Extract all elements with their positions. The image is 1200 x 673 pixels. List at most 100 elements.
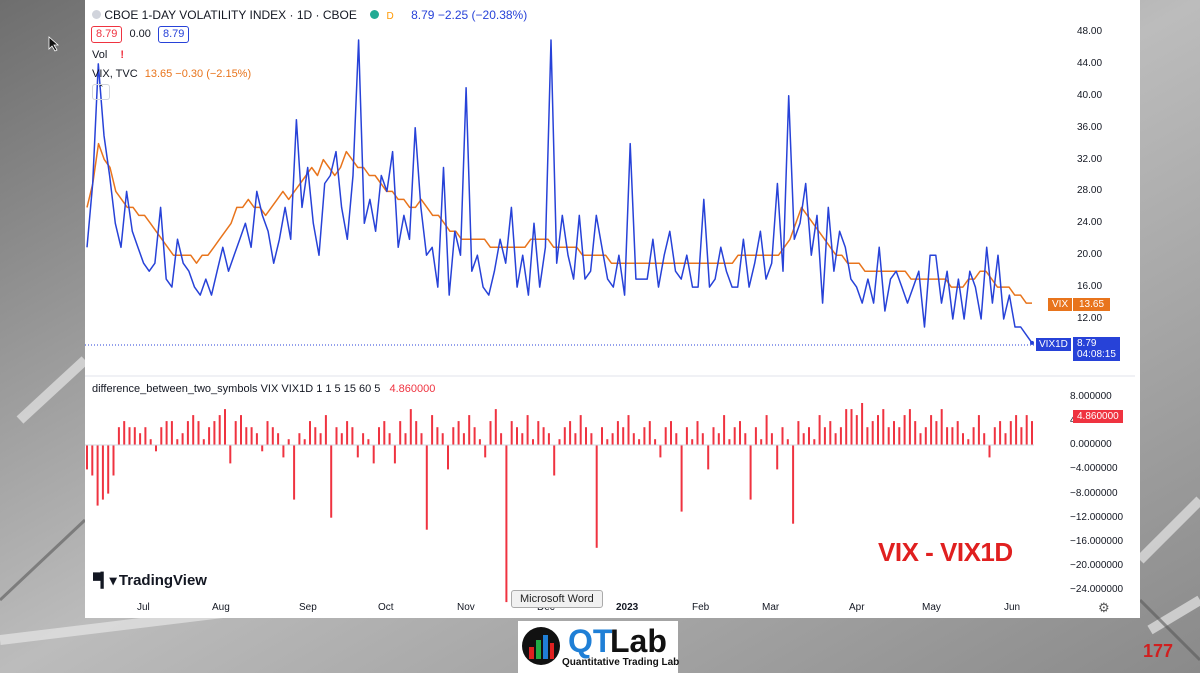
price-tick-label: 36.00 (1077, 121, 1103, 133)
x-tick-label: Aug (212, 602, 230, 613)
diff-bar (983, 433, 986, 446)
diff-bar (298, 433, 301, 446)
diff-bar (170, 421, 173, 446)
diff-bar (139, 433, 142, 446)
diff-bar (919, 433, 922, 446)
diff-bar (388, 433, 391, 446)
diff-bar (282, 445, 285, 458)
vol-row[interactable]: Vol ! (92, 49, 124, 61)
x-tick-label: Mar (762, 602, 780, 613)
diff-bar (202, 439, 205, 446)
diff-bar (993, 427, 996, 446)
diff-bar (829, 421, 832, 446)
diff-bar (1004, 433, 1007, 446)
diff-bar (250, 427, 253, 446)
diff-tick-label: −24.000000 (1070, 584, 1124, 595)
diff-bar (962, 433, 964, 446)
tradingview-logo[interactable]: ▀▎▾ TradingView (93, 572, 207, 589)
diff-bar (1015, 415, 1018, 446)
diff-bar (739, 421, 741, 446)
vix1d-tag-name: VIX1D (1039, 339, 1068, 350)
diff-bar (537, 421, 540, 446)
diff-bar (409, 409, 412, 446)
diff-bar (701, 433, 704, 446)
gear-icon[interactable]: ⚙ (1098, 600, 1110, 615)
x-tick-label: Sep (299, 602, 317, 613)
change-value: −2.25 (−20.38%) (437, 8, 528, 22)
diff-bar (622, 427, 625, 446)
diff-bar (659, 445, 662, 458)
diff-bar (786, 439, 789, 446)
diff-bar (590, 433, 593, 446)
symbol-header[interactable]: CBOE 1-DAY VOLATILITY INDEX · 1D · CBOE … (92, 8, 527, 22)
diff-bar (823, 427, 826, 446)
diff-tick-label: −16.000000 (1070, 535, 1124, 547)
diff-bar (303, 439, 306, 446)
symbol-title: CBOE 1-DAY VOLATILITY INDEX · 1D · CBOE (104, 8, 357, 22)
diff-bar (309, 421, 311, 446)
diff-bar (324, 415, 327, 446)
indicator-legend[interactable]: difference_between_two_symbols VIX VIX1D… (92, 383, 435, 395)
warning-icon[interactable]: ! (120, 49, 125, 61)
diff-bar (696, 421, 699, 446)
vix1d-last-point (1030, 340, 1034, 345)
x-tick-label: May (922, 602, 941, 613)
diff-bar (855, 415, 858, 446)
diff-bar (988, 445, 991, 458)
diff-bar (616, 421, 619, 446)
diff-bar (160, 427, 163, 446)
collapse-chevron-icon[interactable]: ˆ (92, 84, 110, 100)
diff-bar (314, 427, 317, 446)
diff-bar (330, 445, 333, 518)
diff-bar (802, 433, 805, 446)
diff-bar (165, 421, 168, 446)
logo-subtitle: Quantitative Trading Lab (562, 657, 680, 668)
ohlc-left: 8.79 (91, 26, 123, 43)
vix-tag-name: VIX (1052, 299, 1069, 310)
diff-bar (240, 415, 242, 446)
diff-bar (845, 409, 848, 446)
diff-bar (516, 427, 518, 446)
diff-bar (340, 433, 343, 446)
price-tick-label: 20.00 (1077, 249, 1103, 261)
diff-bar (595, 445, 598, 548)
last-value: 8.79 (411, 8, 435, 22)
diff-bar (866, 427, 869, 446)
diff-bar (898, 427, 901, 446)
diff-bar (542, 427, 545, 446)
diff-bar (473, 427, 476, 446)
diff-bar (415, 421, 418, 446)
market-status-icon (370, 10, 380, 19)
vix-row[interactable]: VIX, TVC 13.65 −0.30 (−2.15%) (92, 68, 251, 80)
diff-bar (420, 433, 423, 446)
diff-bar (431, 415, 434, 446)
ohlc-mid: 0.00 (129, 28, 151, 40)
diff-bar (648, 421, 651, 446)
diff-bar (436, 427, 439, 446)
diff-bar (675, 433, 678, 446)
logo-lab: Lab (610, 623, 667, 659)
diff-bar (685, 427, 688, 446)
diff-bar (1009, 421, 1012, 446)
diff-bar (882, 409, 885, 446)
diff-bar (112, 445, 115, 476)
diff-tick-label: −12.000000 (1070, 511, 1124, 523)
diff-bar (733, 427, 736, 446)
diff-bar (335, 427, 338, 446)
diff-bar (601, 427, 603, 446)
diff-bar (101, 445, 104, 500)
diff-bar (611, 433, 614, 446)
diff-bar (234, 421, 237, 446)
diff-bar (924, 427, 927, 446)
price-tick-label: 48.00 (1077, 26, 1103, 37)
diff-bar (1031, 421, 1033, 446)
diff-bar (935, 421, 938, 446)
diff-bar (946, 427, 949, 446)
diff-bar (547, 433, 550, 446)
diff-bar (627, 415, 630, 446)
diff-bar (951, 427, 954, 446)
diff-bar (797, 421, 800, 446)
diff-bar (871, 421, 874, 446)
vix1d-tag-time: 04:08:15 (1077, 349, 1116, 360)
